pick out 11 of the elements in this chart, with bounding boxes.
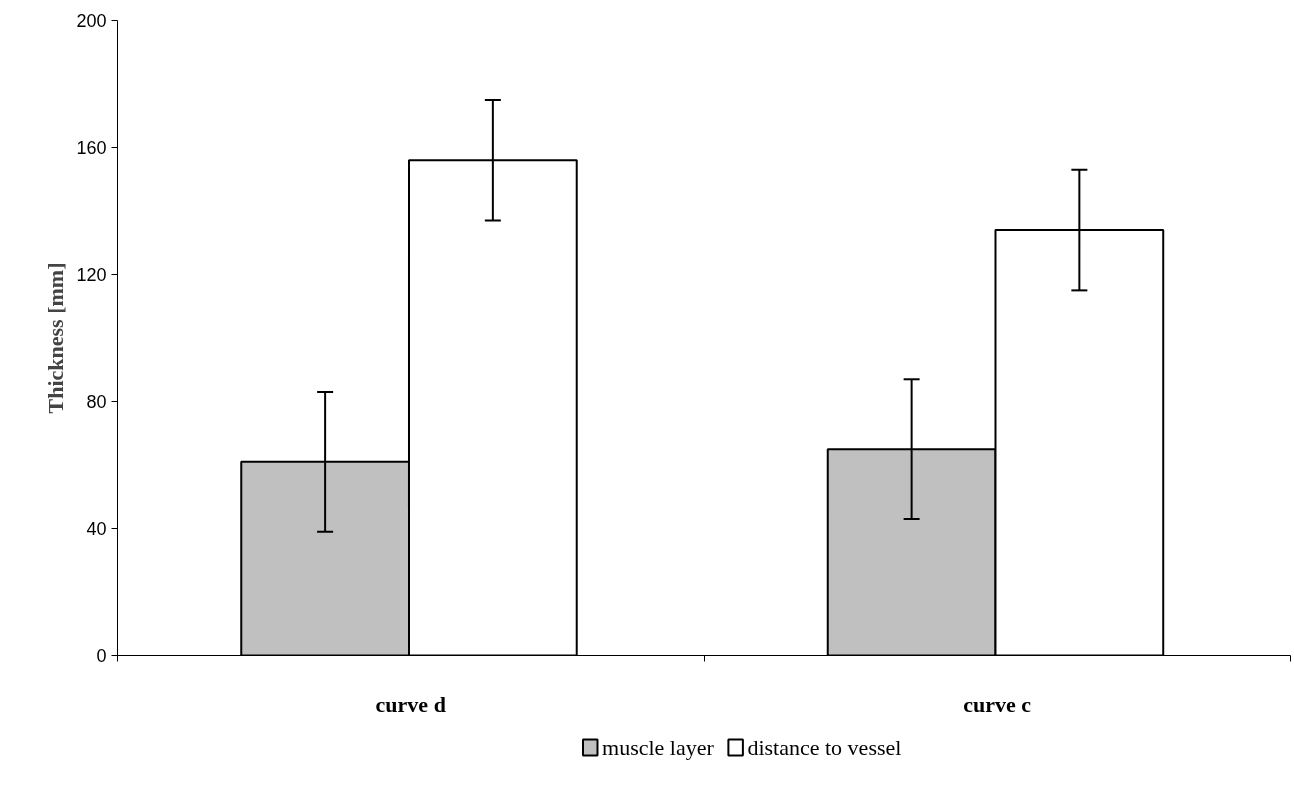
y-tick-label: 160: [76, 138, 107, 158]
y-tick-label: 40: [86, 519, 107, 539]
y-tick-label: 0: [96, 646, 107, 666]
x-tick-label: curve c: [963, 691, 1032, 717]
legend-label: muscle layer: [602, 735, 715, 760]
y-tick-label: 120: [76, 265, 107, 285]
y-axis-title: Thickness [mm]: [43, 262, 69, 414]
legend-label: distance to vessel: [747, 735, 902, 760]
y-tick-label: 80: [86, 392, 107, 412]
y-tick-label: 200: [76, 11, 107, 31]
x-tick-label: curve d: [375, 691, 446, 717]
